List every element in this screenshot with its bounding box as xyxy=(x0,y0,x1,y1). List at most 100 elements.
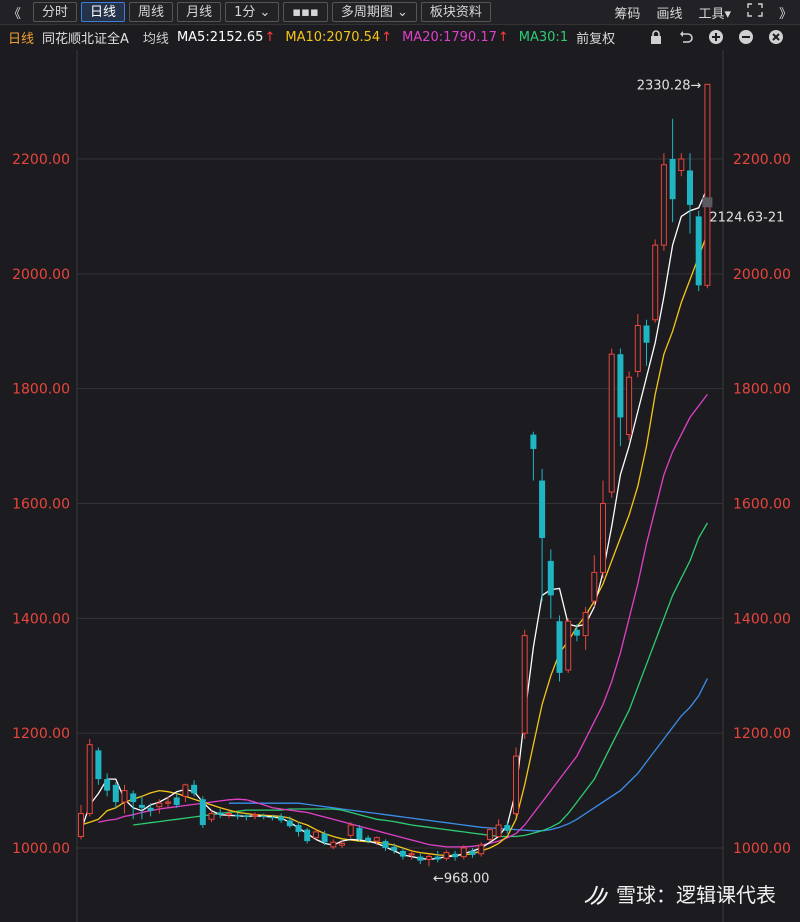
candle xyxy=(452,850,459,861)
candlestick-chart[interactable]: 2200.00 2000.00 1800.00 1600.00 1400.00 1200.… xyxy=(0,50,800,922)
candle-body xyxy=(634,325,641,372)
candle xyxy=(408,850,415,860)
chips-button[interactable]: 筹码 xyxy=(614,6,641,22)
low-label: ←968.00 xyxy=(433,871,489,886)
candle xyxy=(582,606,589,650)
candle-body xyxy=(347,824,354,836)
candle-body xyxy=(660,164,667,246)
candle-body xyxy=(678,158,685,171)
candle xyxy=(504,822,511,834)
candle xyxy=(486,827,493,843)
candle xyxy=(652,239,659,323)
candle-body xyxy=(78,813,84,838)
candle xyxy=(460,845,467,860)
ma10-line xyxy=(80,233,709,857)
tab-monthly[interactable]: 月线 xyxy=(177,2,222,22)
candle xyxy=(530,431,537,481)
ma-lines xyxy=(80,187,709,861)
info-icons xyxy=(642,29,792,45)
tab-fenshi[interactable]: 分时 xyxy=(33,2,78,22)
indicator-info-bar: 日线 同花顺北证全A 均线 MA5:2152.65 ↑ MA10:2070.54 ↑… xyxy=(0,25,800,49)
candle xyxy=(539,469,546,602)
draw-line-button[interactable]: 画线 xyxy=(656,6,683,22)
candle xyxy=(591,555,598,607)
candle-body xyxy=(521,635,528,734)
undo-icon[interactable] xyxy=(678,29,694,45)
next-arrow-button[interactable]: 》 xyxy=(778,6,792,22)
candle xyxy=(478,842,485,857)
y-axis-left: 2200.00 2000.00 1800.00 1600.00 1400.00 1200.… xyxy=(12,152,70,857)
candle xyxy=(417,853,424,865)
candle xyxy=(156,799,163,814)
candle-body xyxy=(539,480,546,538)
snowball-logo-icon xyxy=(584,885,608,905)
minute-period-dropdown[interactable]: 1分 ⌄ xyxy=(225,2,280,22)
stock-name[interactable]: 同花顺北证全A xyxy=(42,31,129,47)
watermark: 雪球 ： 逻辑课代表 xyxy=(582,879,776,908)
price-label: 2124.63-21 xyxy=(709,210,784,225)
minus-circle-icon[interactable] xyxy=(738,29,754,45)
candle xyxy=(312,829,319,840)
candle-body xyxy=(165,801,171,804)
candle xyxy=(304,827,311,844)
candle xyxy=(600,480,606,579)
candle xyxy=(182,783,189,803)
ma5-up-arrow-icon: ↑ xyxy=(264,29,276,45)
tab-daily[interactable]: 日线 xyxy=(81,2,126,22)
candle xyxy=(513,747,519,817)
candle xyxy=(339,841,345,848)
ma20-value: MA20:1790.17 xyxy=(402,29,497,45)
y-tick-label-left: 2000.00 xyxy=(12,267,70,283)
expand-icon[interactable] xyxy=(739,3,771,21)
candle-body xyxy=(643,325,650,343)
candle-body xyxy=(382,841,389,848)
y-tick-label-right: 1200.00 xyxy=(733,726,791,742)
close-circle-icon[interactable] xyxy=(768,29,784,45)
candle xyxy=(547,549,554,619)
y-tick-label-right: 2000.00 xyxy=(733,267,791,283)
watermark-author: 逻辑课代表 xyxy=(676,883,776,907)
tab-weekly[interactable]: 周线 xyxy=(129,2,174,22)
high-label: 2330.28→ xyxy=(637,78,702,93)
chart-grid xyxy=(77,158,723,849)
y-tick-label-right: 2200.00 xyxy=(733,152,791,168)
ma10-up-arrow-icon: ↑ xyxy=(381,29,393,45)
avg-line-label[interactable]: 均线 xyxy=(142,31,169,47)
candle-body xyxy=(547,560,554,596)
candle xyxy=(286,816,293,828)
adjust-mode[interactable]: 前复权 xyxy=(576,31,616,47)
candle-body xyxy=(600,503,606,573)
plus-circle-icon[interactable] xyxy=(708,29,724,45)
multi-period-dropdown[interactable]: 多周期图 ⌄ xyxy=(331,2,417,22)
watermark-brand: 雪球 xyxy=(616,883,656,907)
candle-body xyxy=(191,784,198,794)
candle-body xyxy=(565,620,572,671)
candle-body xyxy=(225,813,232,816)
candle-body xyxy=(460,847,467,858)
candle xyxy=(660,153,667,251)
candle xyxy=(112,781,119,808)
candle xyxy=(443,850,450,861)
candle xyxy=(678,153,685,177)
candle-body xyxy=(582,612,589,637)
sector-info-button[interactable]: 板块资料 xyxy=(420,2,491,22)
candle-body xyxy=(199,799,206,826)
ma20-up-arrow-icon: ↑ xyxy=(497,29,509,45)
toolbar: 《 分时 日线 周线 月线 1分 ⌄ ▪▪▪ 多周期图 ⌄ 板块资料 筹码 画线… xyxy=(0,0,800,25)
candle xyxy=(225,810,232,819)
candle xyxy=(217,808,224,819)
ma5-line xyxy=(80,187,708,861)
candle xyxy=(495,819,502,838)
candle-body xyxy=(495,824,502,838)
prev-arrow-button[interactable]: 《 xyxy=(8,6,22,22)
candle-body xyxy=(417,856,424,861)
candle xyxy=(695,210,702,292)
candle-body xyxy=(687,170,693,205)
candle xyxy=(643,319,650,366)
candle-body xyxy=(173,797,180,805)
lock-icon[interactable] xyxy=(648,29,664,45)
candle-body xyxy=(556,621,563,673)
tools-dropdown[interactable]: 工具▾ xyxy=(698,6,731,22)
more-button[interactable]: ▪▪▪ xyxy=(283,2,328,22)
candle-body xyxy=(356,827,363,840)
